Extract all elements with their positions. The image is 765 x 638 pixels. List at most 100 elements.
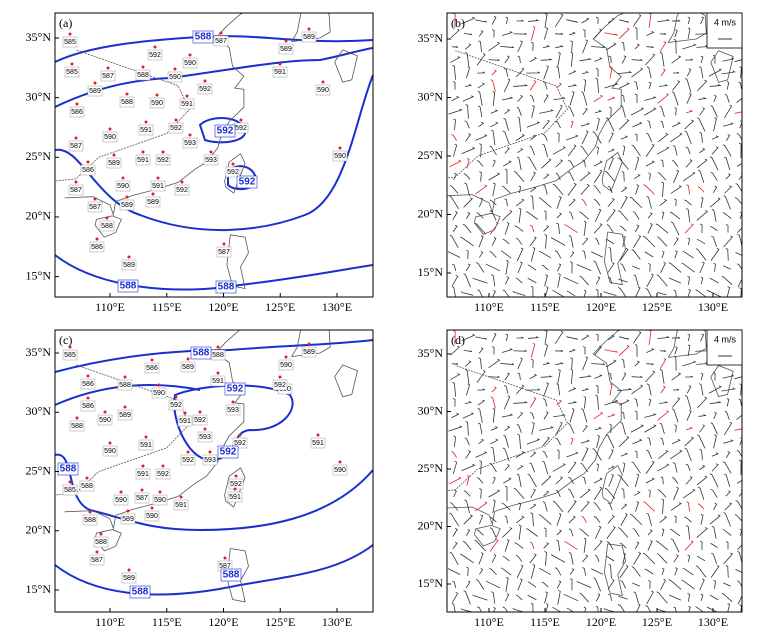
station-dot: [307, 342, 311, 346]
wind-vector: [620, 452, 629, 457]
station-dot: [180, 180, 184, 184]
station-value: 592: [230, 481, 242, 488]
wind-vector: [697, 186, 705, 193]
wind-vector: [672, 438, 681, 445]
wind-vector: [699, 131, 703, 143]
wind-vector: [477, 407, 483, 423]
wind-vector: [682, 567, 694, 576]
wind-vector: [568, 235, 574, 248]
wind-vector: [645, 370, 656, 383]
station-box: [135, 69, 151, 81]
wind-vector: [674, 29, 678, 38]
wind-vector: [634, 473, 640, 488]
station-dot: [161, 464, 165, 468]
wind-vector: [464, 400, 473, 405]
wind-vector: [504, 198, 508, 207]
wind-vector: [555, 159, 564, 168]
wind-vector: [568, 401, 578, 404]
station-value: 587: [70, 143, 82, 150]
wind-vector: [629, 196, 643, 209]
station-dot: [141, 150, 145, 154]
wind-vector: [609, 383, 613, 396]
wind-vector: [606, 42, 617, 51]
wind-vector: [684, 78, 692, 93]
wind-vector: [541, 581, 549, 588]
wind-vector: [622, 462, 626, 473]
wind-vector: [673, 355, 677, 371]
wind-vector: [478, 552, 484, 565]
wind-vector: [594, 426, 603, 431]
wind-vector: [490, 121, 499, 128]
station-box: [203, 154, 219, 166]
wind-vector: [526, 211, 539, 220]
wind-vector: [735, 252, 742, 256]
wind-vector: [518, 524, 522, 540]
coastline: [334, 49, 358, 83]
station-box: [62, 36, 78, 48]
wind-vector: [569, 348, 576, 353]
wind-vector: [606, 359, 617, 368]
wind-vector: [503, 117, 509, 131]
station-dot: [203, 427, 207, 431]
wind-vector: [594, 345, 602, 356]
wind-vector: [647, 437, 651, 446]
station-dot: [223, 556, 227, 560]
wind-vector: [648, 81, 652, 89]
wind-vector: [670, 502, 682, 511]
wind-vector: [583, 79, 587, 92]
wind-vector: [710, 226, 718, 231]
wind-vector: [634, 360, 640, 367]
wind-vector: [711, 235, 718, 248]
station-value: 590: [115, 497, 127, 504]
wind-vector: [695, 248, 707, 261]
wind-vector: [501, 413, 514, 418]
wind-vector: [607, 413, 616, 418]
wind-vector: [699, 107, 706, 116]
wind-vector: [647, 212, 653, 219]
wind-vector: [449, 195, 459, 210]
wind-vector: [465, 263, 471, 272]
wind-vector: [517, 116, 521, 132]
wind-vector: [734, 428, 742, 431]
wind-vector: [594, 208, 602, 223]
wind-vector: [529, 224, 535, 233]
wind-vector: [696, 210, 708, 221]
lon-tick-label: 125°E: [642, 615, 672, 629]
wind-vector: [530, 358, 534, 368]
station-box: [80, 400, 96, 412]
wind-vector: [685, 476, 693, 485]
wind-vector: [491, 386, 497, 393]
wind-vector: [686, 385, 692, 394]
wind-vector: [696, 527, 708, 538]
wind-vector: [709, 197, 721, 208]
wind-vector: [655, 223, 669, 234]
wind-vector: [581, 198, 587, 206]
wind-vector: [544, 330, 548, 345]
scale-box: [706, 12, 743, 49]
station-value: 593: [205, 157, 217, 164]
wind-vector: [515, 384, 525, 395]
coastline: [226, 234, 249, 290]
wind-vector: [515, 451, 525, 458]
wind-vector: [591, 363, 606, 365]
lon-tick-label: 130°E: [698, 615, 728, 629]
wind-vector: [617, 388, 633, 391]
wind-vector: [644, 107, 657, 116]
wind-vector: [646, 195, 652, 209]
wind-vector: [724, 421, 733, 436]
station-box: [202, 454, 218, 466]
station-value: 592: [199, 86, 211, 93]
wind-vector: [463, 349, 473, 353]
wind-vector: [634, 156, 640, 171]
wind-vector: [633, 591, 639, 604]
station-box: [192, 414, 208, 426]
wind-vector: [711, 146, 719, 155]
wind-vector: [596, 434, 600, 448]
wind-vector: [722, 461, 732, 474]
wind-vector: [724, 502, 733, 511]
wind-vector: [515, 134, 525, 141]
wind-vector: [668, 594, 682, 601]
wind-vector: [554, 250, 562, 259]
wind-vector: [605, 238, 615, 245]
station-value: 586: [146, 365, 158, 372]
